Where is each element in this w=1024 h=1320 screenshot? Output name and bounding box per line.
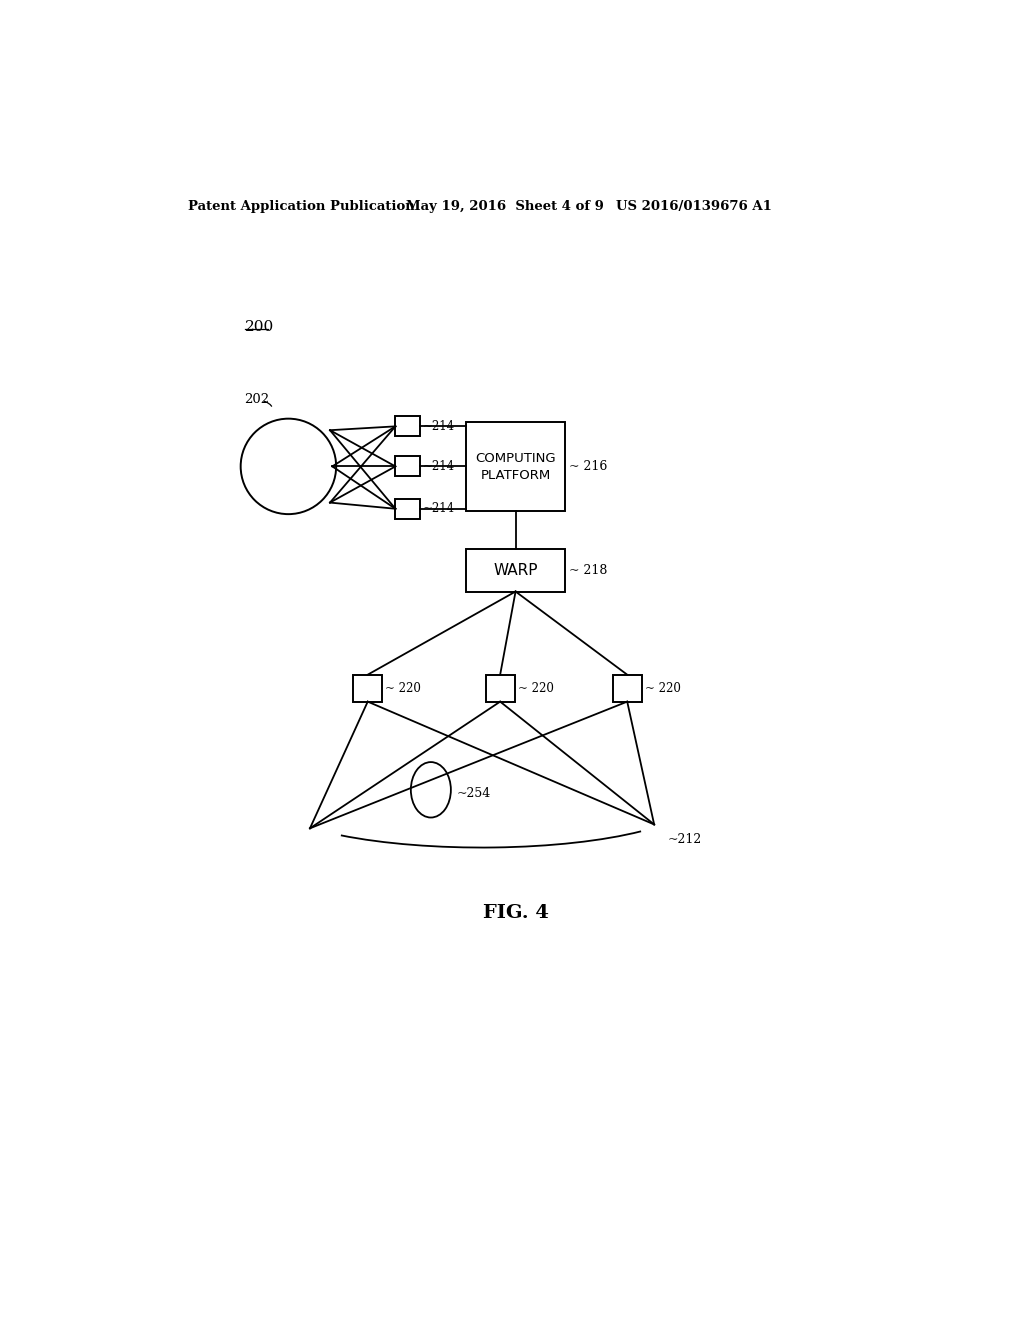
Bar [395,499,420,519]
Text: ~212: ~212 [668,833,702,846]
Text: ~214: ~214 [422,459,455,473]
Bar [466,422,565,511]
Text: PLATFORM: PLATFORM [480,469,551,482]
Bar [353,675,382,702]
Text: ~254: ~254 [457,787,492,800]
Text: ~ 220: ~ 220 [518,681,554,694]
Text: ~ 216: ~ 216 [568,459,607,473]
Bar [466,549,565,591]
Text: ~ 218: ~ 218 [568,564,607,577]
Text: Patent Application Publication: Patent Application Publication [188,199,415,213]
Text: May 19, 2016  Sheet 4 of 9: May 19, 2016 Sheet 4 of 9 [407,199,604,213]
Bar [395,457,420,477]
Text: ~ 220: ~ 220 [645,681,681,694]
Text: ~214: ~214 [422,502,455,515]
Text: WARP: WARP [494,562,538,578]
Text: ~ 220: ~ 220 [385,681,421,694]
Text: ~214: ~214 [422,420,455,433]
Bar [485,675,515,702]
Text: 202: 202 [245,393,269,407]
Bar [395,416,420,437]
Text: COMPUTING: COMPUTING [475,453,556,465]
Text: FIG. 4: FIG. 4 [482,904,549,921]
Text: 200: 200 [245,321,273,334]
Text: US 2016/0139676 A1: US 2016/0139676 A1 [615,199,771,213]
Bar [612,675,642,702]
